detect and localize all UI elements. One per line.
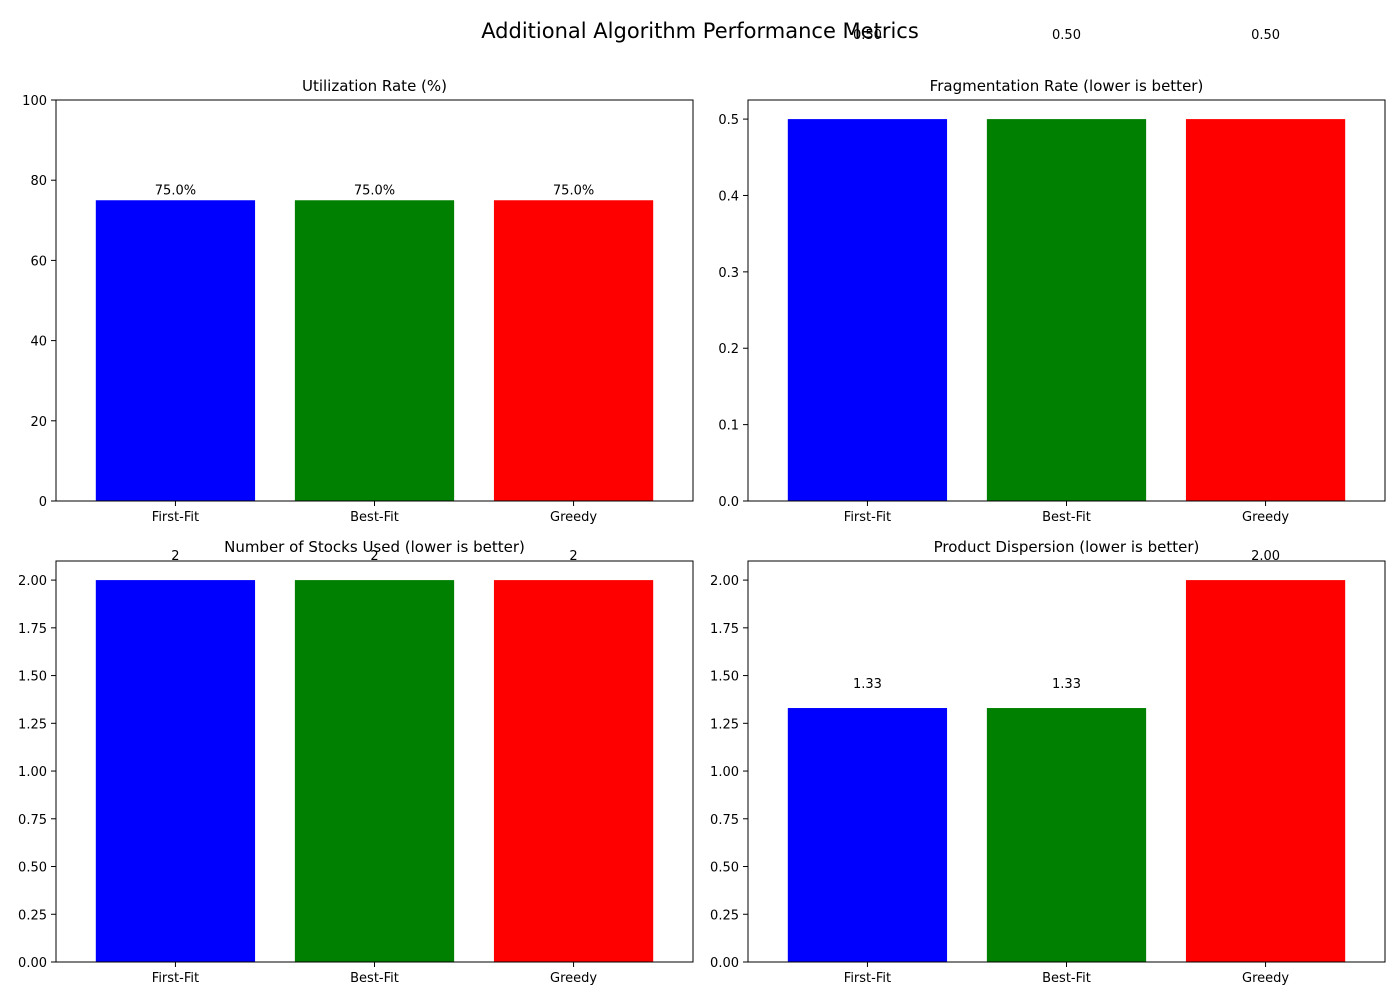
y-tick-label: 0.75 bbox=[18, 813, 47, 828]
bar-value-label: 1.33 bbox=[1052, 677, 1081, 692]
subplot-stocks-used: 2 2 2 First-Fit Best-Fit Greedy 0.00 0.25 0.50 0… bbox=[18, 538, 694, 986]
y-tick-label: 0.00 bbox=[710, 956, 739, 971]
bar-value-label: 75.0% bbox=[553, 183, 594, 198]
y-tick-label: 0.50 bbox=[18, 861, 47, 876]
x-tick-label: Greedy bbox=[1242, 510, 1289, 525]
x-tick-label: First-Fit bbox=[844, 510, 891, 525]
axes-frame bbox=[747, 560, 1386, 963]
y-tick-label: 0.5 bbox=[718, 113, 739, 128]
subplot-product-dispersion: 1.33 1.33 2.00 First-Fit Best-Fit Greedy 0.00… bbox=[710, 538, 1386, 986]
bar-value-label: 2 bbox=[370, 549, 378, 564]
figure-title: Additional Algorithm Performance Metrics bbox=[481, 19, 919, 43]
y-tick-label: 0.50 bbox=[710, 861, 739, 876]
subplot-utilization-rate: 75.0% 75.0% 75.0% First-Fit Best-Fit Greedy 0… bbox=[22, 77, 694, 525]
chart-title: Number of Stocks Used (lower is better) bbox=[224, 538, 525, 556]
bar-greedy bbox=[1185, 119, 1346, 501]
y-tick-label: 0.3 bbox=[718, 266, 739, 281]
y-tick-label: 1.25 bbox=[18, 717, 47, 732]
y-tick-label: 0.75 bbox=[710, 813, 739, 828]
y-tick-label: 0.25 bbox=[710, 908, 739, 923]
x-tick-label: Best-Fit bbox=[1042, 510, 1091, 525]
x-tick-label: Greedy bbox=[550, 510, 597, 525]
bar-best-fit bbox=[294, 200, 455, 501]
x-tick-label: Best-Fit bbox=[1042, 971, 1091, 986]
plot-layer: First-Fit Best-Fit Greedy 0.00 0.25 0.50 0.75 1… bbox=[18, 560, 694, 986]
axes-frame bbox=[747, 99, 1386, 502]
chart-title: Product Dispersion (lower is better) bbox=[934, 538, 1200, 556]
value-labels-layer: 1.33 1.33 2.00 bbox=[853, 549, 1280, 692]
bar-greedy bbox=[493, 580, 654, 962]
bar-value-label: 0.50 bbox=[853, 28, 882, 43]
x-tick-label: First-Fit bbox=[152, 971, 199, 986]
bar-value-label: 0.50 bbox=[1052, 28, 1081, 43]
x-tick-label: First-Fit bbox=[152, 510, 199, 525]
bar-value-label: 75.0% bbox=[354, 183, 395, 198]
y-tick-label: 1.00 bbox=[710, 765, 739, 780]
bar-value-label: 2 bbox=[569, 549, 577, 564]
y-tick-label: 80 bbox=[30, 174, 47, 189]
x-tick-label: Best-Fit bbox=[350, 971, 399, 986]
bar-value-label: 75.0% bbox=[155, 183, 196, 198]
chart-title: Utilization Rate (%) bbox=[302, 77, 447, 95]
axes-frame bbox=[55, 99, 694, 502]
y-tick-label: 1.75 bbox=[18, 622, 47, 637]
bar-best-fit bbox=[986, 119, 1147, 501]
bar-first-fit bbox=[95, 200, 256, 501]
y-tick-label: 100 bbox=[22, 94, 47, 109]
bar-best-fit bbox=[986, 708, 1147, 962]
bar-value-label: 1.33 bbox=[853, 677, 882, 692]
y-tick-label: 1.50 bbox=[18, 670, 47, 685]
x-tick-label: Greedy bbox=[550, 971, 597, 986]
y-tick-label: 1.75 bbox=[710, 622, 739, 637]
bar-first-fit bbox=[787, 119, 948, 501]
y-tick-label: 0.1 bbox=[718, 419, 739, 434]
y-tick-label: 0.00 bbox=[18, 956, 47, 971]
y-tick-label: 0.2 bbox=[718, 342, 739, 357]
y-tick-label: 1.50 bbox=[710, 670, 739, 685]
bar-greedy bbox=[493, 200, 654, 501]
plot-layer: First-Fit Best-Fit Greedy 0.00 0.25 0.50 0.75 1… bbox=[710, 560, 1386, 986]
plot-layer: First-Fit Best-Fit Greedy 0.0 0.1 0.2 0.3 0.4 0.… bbox=[718, 99, 1386, 525]
y-tick-label: 0.0 bbox=[718, 495, 739, 510]
value-labels-layer: 75.0% 75.0% 75.0% bbox=[155, 183, 594, 198]
y-tick-label: 2.00 bbox=[710, 574, 739, 589]
bar-first-fit bbox=[787, 708, 948, 962]
bar-value-label: 2 bbox=[171, 549, 179, 564]
y-tick-label: 60 bbox=[30, 254, 47, 269]
x-tick-label: First-Fit bbox=[844, 971, 891, 986]
x-tick-label: Greedy bbox=[1242, 971, 1289, 986]
y-tick-label: 0.4 bbox=[718, 189, 739, 204]
y-tick-label: 0.25 bbox=[18, 908, 47, 923]
y-tick-label: 40 bbox=[30, 335, 47, 350]
y-tick-label: 20 bbox=[30, 415, 47, 430]
bar-best-fit bbox=[294, 580, 455, 962]
y-tick-label: 2.00 bbox=[18, 574, 47, 589]
bar-greedy bbox=[1185, 580, 1346, 962]
axes-frame bbox=[55, 560, 694, 963]
subplot-fragmentation-rate: 0.50 0.50 0.50 First-Fit Best-Fit Greedy 0.0 0… bbox=[718, 28, 1386, 525]
value-labels-layer: 2 2 2 bbox=[171, 549, 577, 564]
bar-value-label: 2.00 bbox=[1251, 549, 1280, 564]
y-tick-label: 1.00 bbox=[18, 765, 47, 780]
y-tick-label: 1.25 bbox=[710, 717, 739, 732]
bar-first-fit bbox=[95, 580, 256, 962]
x-tick-label: Best-Fit bbox=[350, 510, 399, 525]
bar-value-label: 0.50 bbox=[1251, 28, 1280, 43]
value-labels-layer: 0.50 0.50 0.50 bbox=[853, 28, 1280, 43]
plot-layer: First-Fit Best-Fit Greedy 0 20 40 60 80 100 bbox=[22, 94, 694, 525]
chart-title: Fragmentation Rate (lower is better) bbox=[930, 77, 1204, 95]
y-tick-label: 0 bbox=[39, 495, 47, 510]
